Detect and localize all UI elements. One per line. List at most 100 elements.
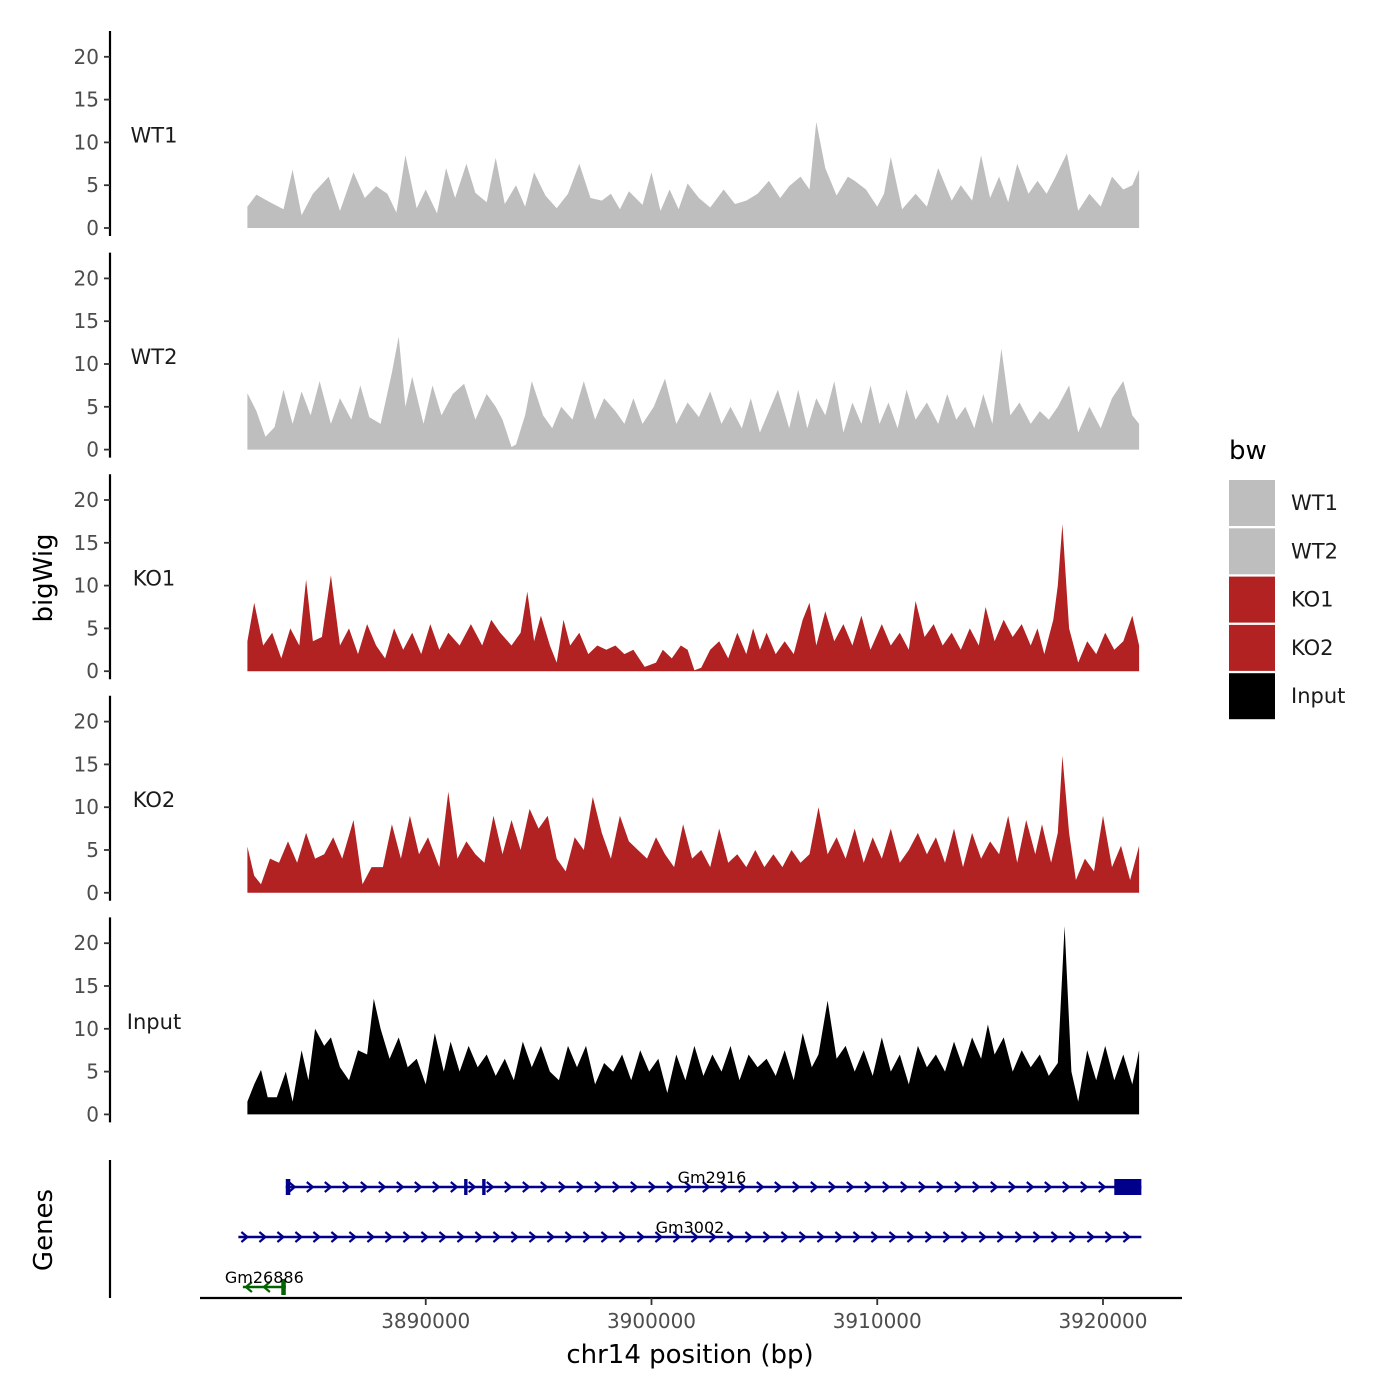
strand-arrow — [906, 1231, 916, 1243]
track-ko2: 0 5 10 15 20 KO2 — [74, 695, 1140, 905]
exon — [482, 1179, 486, 1195]
strand-arrow — [378, 1181, 387, 1193]
strand-arrow — [1086, 1231, 1096, 1243]
legend-label: Input — [1291, 684, 1345, 708]
y-tick-label: 20 — [74, 488, 99, 512]
gene-track: Gm2916 Gm3002 Gm26886 — [108, 1160, 1142, 1298]
y-tick-label: 10 — [74, 574, 99, 598]
strand-arrow — [612, 1181, 621, 1193]
strand-arrow — [954, 1181, 963, 1193]
exon — [285, 1179, 291, 1195]
strand-arrow — [474, 1231, 484, 1243]
track-label: WT1 — [131, 123, 178, 147]
strand-arrow — [546, 1231, 556, 1243]
strand-arrow — [348, 1231, 358, 1243]
x-axis: 3890000 3900000 3910000 3920000 — [200, 1296, 1182, 1333]
track-ko1: 0 5 10 15 20 KO1 — [74, 474, 1140, 683]
strand-arrow — [774, 1181, 783, 1193]
strand-arrow — [978, 1231, 988, 1243]
legend-swatch — [1229, 673, 1275, 720]
gene-gm3002: Gm3002 — [238, 1218, 1142, 1243]
strand-arrow — [312, 1231, 322, 1243]
strand-arrow — [846, 1181, 855, 1193]
track-wt2: 0 5 10 15 20 WT2 — [74, 252, 1140, 462]
strand-arrow — [1032, 1231, 1042, 1243]
strand-arrow — [600, 1231, 610, 1243]
strand-arrow — [522, 1181, 531, 1193]
strand-arrow — [582, 1231, 592, 1243]
strand-arrow — [738, 1181, 747, 1193]
strand-arrow — [798, 1231, 808, 1243]
y-tick-label: 10 — [74, 130, 99, 154]
gene-gm2916: Gm2916 — [285, 1168, 1142, 1195]
strand-arrow — [262, 1281, 271, 1293]
strand-arrow — [888, 1231, 898, 1243]
y-tick-label: 0 — [86, 1102, 99, 1126]
y-tick-label: 15 — [74, 752, 99, 776]
strand-arrow — [342, 1181, 351, 1193]
strand-arrow — [258, 1231, 268, 1243]
legend-item: KO2 — [1229, 624, 1334, 671]
y-tick-label: 15 — [74, 974, 99, 998]
legend-swatch — [1229, 528, 1275, 575]
strand-arrow — [1122, 1231, 1132, 1243]
strand-arrow — [1026, 1181, 1035, 1193]
strand-arrow — [1014, 1231, 1024, 1243]
strand-arrow — [780, 1231, 790, 1243]
legend-item: KO1 — [1229, 576, 1334, 623]
legend-item: WT1 — [1229, 480, 1338, 526]
strand-arrow — [384, 1231, 394, 1243]
x-tick-label: 3920000 — [1058, 1309, 1147, 1333]
strand-arrow — [1062, 1181, 1071, 1193]
signal-area — [247, 524, 1140, 672]
legend-item: Input — [1229, 673, 1345, 720]
strand-arrow — [918, 1181, 927, 1193]
strand-arrow — [324, 1181, 333, 1193]
exon — [1114, 1179, 1142, 1195]
y-tick-label: 0 — [86, 216, 99, 240]
track-input: 0 5 10 15 20 Input — [74, 917, 1140, 1126]
strand-arrow — [936, 1181, 945, 1193]
strand-arrow — [810, 1181, 819, 1193]
exon — [464, 1179, 468, 1195]
track-label: Input — [127, 1010, 181, 1034]
strand-arrow — [744, 1231, 754, 1243]
strand-arrow — [960, 1231, 970, 1243]
strand-arrow — [942, 1231, 952, 1243]
strand-arrow — [852, 1231, 862, 1243]
strand-arrow — [816, 1231, 826, 1243]
strand-arrow — [450, 1181, 459, 1193]
gene-label: Gm3002 — [656, 1218, 725, 1237]
legend-swatch — [1229, 480, 1275, 526]
legend-label: KO1 — [1291, 588, 1334, 612]
strand-arrow — [726, 1231, 736, 1243]
strand-arrow — [456, 1231, 466, 1243]
strand-arrow — [576, 1181, 585, 1193]
strand-arrow — [636, 1231, 646, 1243]
legend-swatch — [1229, 624, 1275, 671]
strand-arrow — [366, 1231, 376, 1243]
strand-arrow — [666, 1181, 675, 1193]
y-tick-label: 10 — [74, 795, 99, 819]
y-tick-label: 20 — [74, 710, 99, 734]
legend-label: WT2 — [1291, 539, 1338, 563]
strand-arrow — [294, 1231, 304, 1243]
strand-arrow — [756, 1181, 765, 1193]
strand-arrow — [870, 1231, 880, 1243]
strand-arrow — [288, 1181, 297, 1193]
x-tick-label: 3910000 — [833, 1309, 922, 1333]
legend-label: WT1 — [1291, 491, 1338, 515]
y-tick-label: 0 — [86, 659, 99, 683]
strand-arrow — [792, 1181, 801, 1193]
strand-arrow — [1044, 1181, 1053, 1193]
strand-arrow — [972, 1181, 981, 1193]
strand-arrow — [900, 1181, 909, 1193]
y-tick-label: 5 — [86, 1060, 99, 1084]
strand-arrow — [1068, 1231, 1078, 1243]
strand-arrow — [1008, 1181, 1017, 1193]
strand-arrow — [618, 1231, 628, 1243]
strand-arrow — [924, 1231, 934, 1243]
strand-arrow — [1080, 1181, 1089, 1193]
strand-arrow — [1104, 1231, 1114, 1243]
